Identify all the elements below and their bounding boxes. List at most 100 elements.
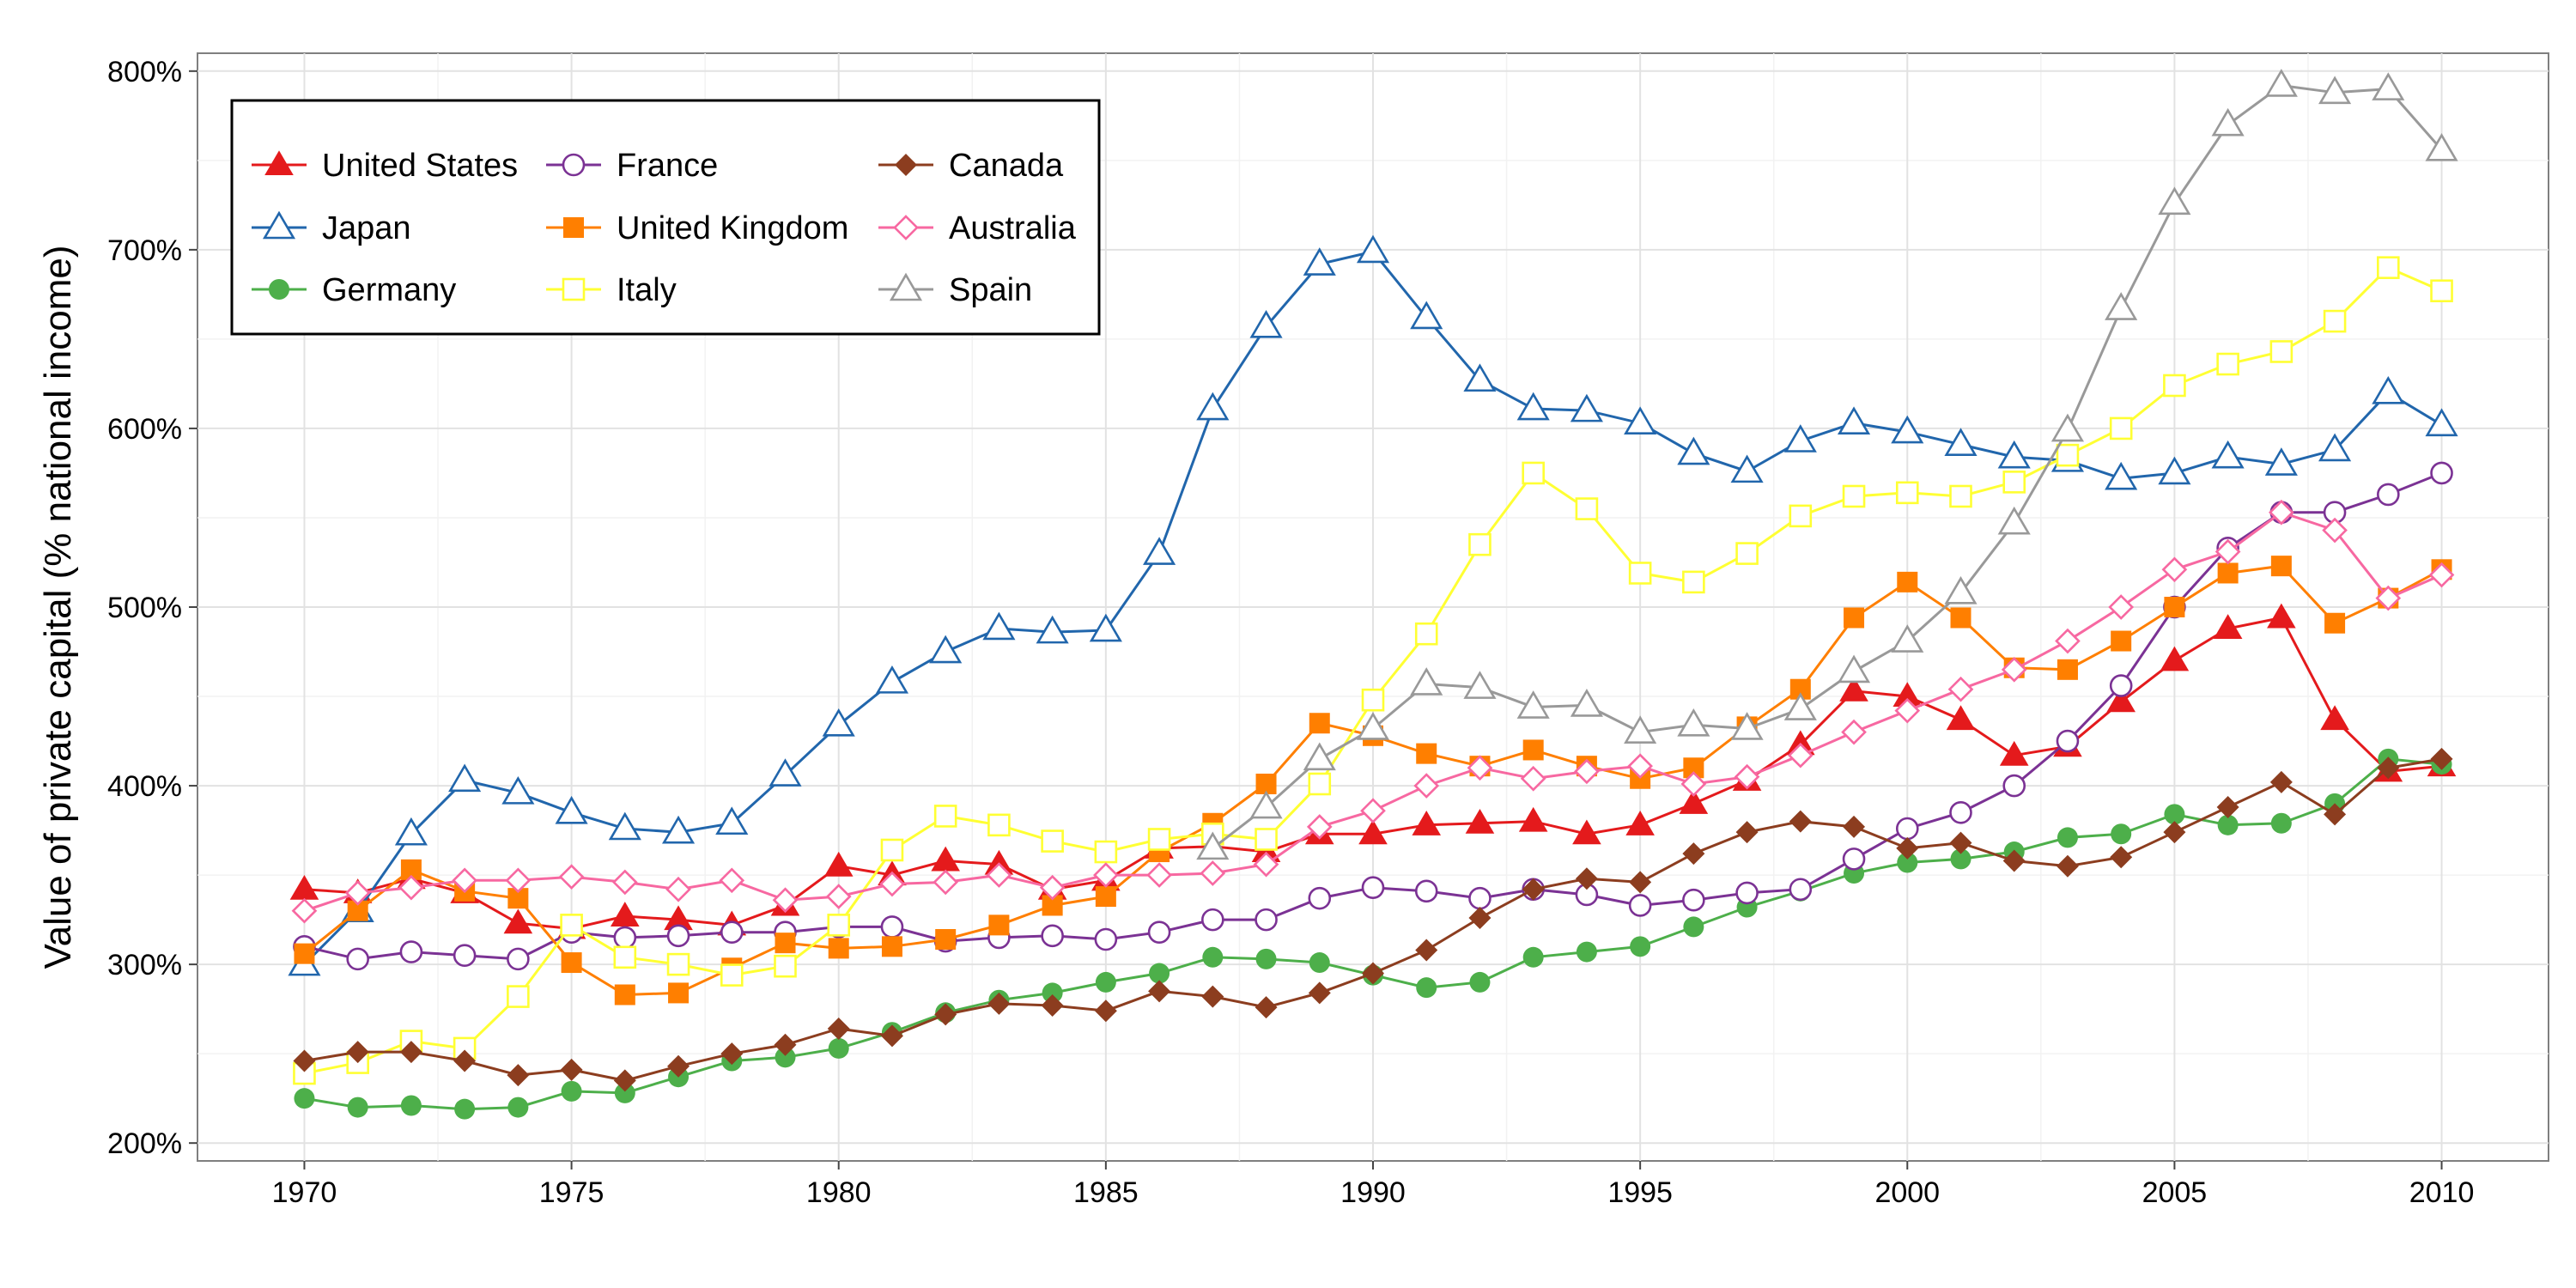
data-point-australia (772, 887, 799, 914)
data-point-canada (934, 1003, 957, 1026)
data-point-japan (2264, 447, 2298, 476)
data-point-australia (2001, 656, 2027, 683)
data-point-germany (1309, 952, 1330, 974)
data-point-united-kingdom (1844, 607, 1865, 629)
data-point-canada (2002, 849, 2026, 872)
data-point-japan (2105, 461, 2138, 490)
data-point-japan (2211, 440, 2245, 469)
data-point-canada (453, 1049, 477, 1072)
data-point-spain (2264, 69, 2298, 97)
data-point-australia (879, 871, 905, 897)
data-point-spain (1196, 831, 1230, 860)
data-point-japan (1463, 363, 1497, 392)
data-point-canada (1575, 867, 1598, 890)
data-point-canada (2377, 756, 2400, 780)
data-point-australia (398, 874, 424, 901)
data-point-australia (2322, 517, 2348, 544)
data-point-canada (720, 1042, 744, 1066)
data-point-united-kingdom (881, 936, 902, 957)
data-point-germany (561, 1080, 582, 1102)
data-point-united-kingdom (614, 984, 635, 1005)
data-point-australia (1413, 773, 1440, 799)
axes: 1970 1975 1980 1985 1990 1995 2000 2005 2010 200%… (107, 56, 2474, 1209)
data-point-italy (1682, 570, 1705, 594)
data-point-germany (1042, 982, 1063, 1004)
data-point-united-states (289, 874, 319, 900)
data-point-australia (1787, 742, 1814, 769)
data-point-united-states (1999, 740, 2029, 766)
data-point-japan (1356, 234, 1390, 264)
data-point-canada (1255, 996, 1278, 1019)
series-canada (293, 747, 2453, 1092)
data-point-canada (2216, 796, 2239, 819)
data-point-france (346, 947, 369, 971)
data-point-italy (2002, 471, 2026, 494)
data-point-spain (1837, 654, 1871, 683)
data-point-spain (1303, 742, 1336, 771)
data-point-united-states (664, 905, 693, 931)
data-point-france (2377, 483, 2400, 507)
data-point-australia (2108, 594, 2135, 620)
data-point-japan (1677, 436, 1710, 465)
data-point-italy (507, 985, 530, 1008)
data-point-italy (1255, 828, 1278, 851)
data-point-australia (611, 869, 638, 896)
data-point-australia (291, 897, 318, 924)
data-point-france (880, 915, 904, 939)
data-point-australia (1146, 862, 1172, 888)
data-point-united-states (1572, 819, 1601, 845)
data-point-canada (1308, 981, 1331, 1005)
y-tick-label: 400% (107, 770, 182, 803)
data-point-united-kingdom (775, 933, 796, 954)
data-point-united-kingdom (668, 982, 690, 1004)
data-point-japan (1196, 392, 1230, 421)
data-point-canada (987, 992, 1011, 1015)
data-point-france (1255, 908, 1278, 932)
data-point-italy (1522, 461, 1545, 485)
data-point-spain (2050, 413, 2085, 442)
data-point-canada (2430, 747, 2453, 770)
data-point-australia (1841, 719, 1867, 745)
data-point-italy (1041, 829, 1064, 853)
data-point-germany (2217, 814, 2239, 835)
data-point-germany (2164, 804, 2185, 825)
data-point-spain (1783, 692, 1817, 720)
legend-marker (562, 277, 586, 301)
data-point-united-kingdom (1522, 739, 1544, 761)
data-point-australia (1253, 851, 1279, 878)
data-point-australia (1200, 860, 1226, 886)
data-point-united-states (2320, 705, 2349, 731)
data-point-france (2430, 461, 2453, 485)
data-point-united-states (1786, 730, 1815, 756)
data-point-germany (1897, 852, 1918, 873)
data-point-united-kingdom (2270, 556, 2292, 577)
data-point-australia (344, 880, 371, 906)
data-point-italy (1895, 481, 1919, 505)
data-point-spain (1463, 671, 1497, 699)
data-point-italy (2430, 279, 2453, 303)
data-point-france (1789, 878, 1813, 902)
series-layer (288, 69, 2458, 1120)
data-point-canada (1468, 907, 1492, 930)
data-point-united-states (1412, 811, 1442, 835)
data-point-canada (1789, 810, 1812, 833)
data-point-germany (1095, 971, 1116, 993)
data-point-france (1414, 879, 1438, 903)
data-point-canada (827, 1018, 850, 1041)
data-point-canada (1843, 815, 1866, 838)
data-point-italy (1147, 828, 1171, 851)
data-point-japan (1516, 392, 1550, 421)
data-point-canada (2269, 770, 2293, 793)
data-point-australia (1734, 763, 1760, 790)
data-point-italy (1735, 542, 1759, 565)
data-point-canada (1522, 878, 1545, 901)
data-point-japan (982, 611, 1016, 641)
data-point-france (1147, 920, 1171, 944)
data-point-spain (2372, 72, 2405, 100)
data-point-canada (2163, 821, 2186, 844)
data-point-australia (505, 867, 532, 894)
legend-item-germany: Germany (252, 272, 456, 308)
y-tick-label: 600% (107, 413, 182, 446)
data-point-japan (1249, 309, 1283, 338)
